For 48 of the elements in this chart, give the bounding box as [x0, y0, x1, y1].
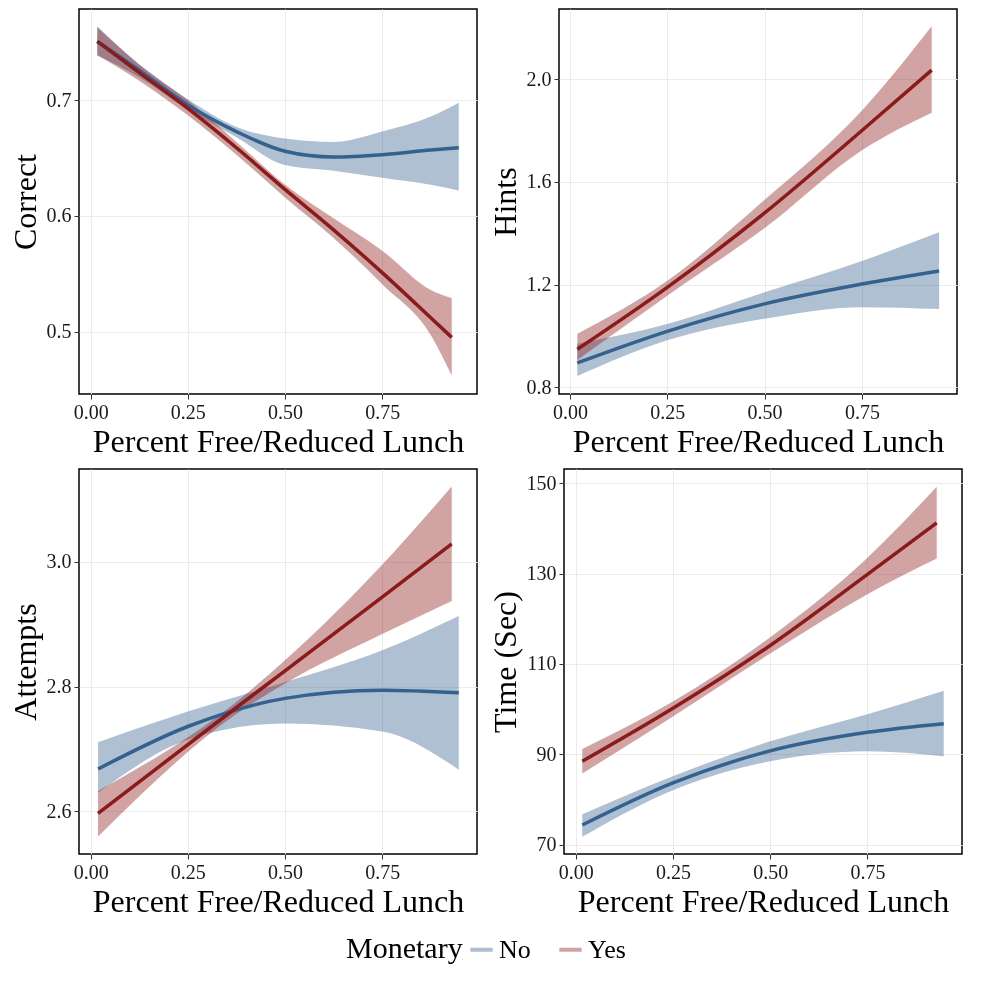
- line-series: [580, 521, 939, 764]
- x-tick-label: 0.75: [850, 860, 886, 883]
- legend-label: Yes: [588, 934, 626, 964]
- y-tick-label: 0.8: [526, 375, 552, 398]
- line-series: [580, 721, 946, 827]
- y-tick-label: 2.0: [526, 67, 552, 90]
- x-tick-label: 0.75: [844, 400, 880, 423]
- x-tick-label: 0.50: [753, 860, 789, 883]
- y-tick-label: 90: [536, 742, 557, 765]
- y-axis-title: Correct: [6, 153, 43, 250]
- y-tick-label: 70: [536, 833, 557, 856]
- x-axis-title: Percent Free/Reduced Lunch: [92, 882, 465, 919]
- x-axis-title: Percent Free/Reduced Lunch: [577, 882, 950, 919]
- x-tick-label: 0.00: [552, 400, 588, 423]
- y-axis-title: Time (Sec): [486, 591, 523, 733]
- x-tick-label: 0.75: [365, 400, 401, 423]
- x-tick-label: 0.25: [170, 400, 206, 423]
- x-tick-label: 0.50: [268, 860, 303, 883]
- y-tick-label: 110: [527, 652, 557, 675]
- y-tick-label: 0.6: [46, 204, 72, 227]
- x-tick-label: 0.00: [73, 400, 109, 423]
- y-tick-label: 3.0: [46, 550, 72, 572]
- y-tick-label: 0.7: [46, 88, 72, 111]
- y-tick-label: 2.8: [46, 675, 72, 697]
- x-tick-label: 0.25: [170, 860, 206, 883]
- line-series: [96, 542, 454, 816]
- line-series: [575, 68, 934, 352]
- y-tick-label: 1.2: [526, 273, 552, 296]
- x-tick-label: 0.00: [73, 860, 109, 883]
- x-tick-label: 0.75: [365, 860, 401, 883]
- y-axis-title: Attempts: [6, 603, 43, 721]
- x-tick-label: 0.50: [268, 400, 303, 423]
- x-tick-label: 0.00: [558, 860, 594, 883]
- x-axis-title: Percent Free/Reduced Lunch: [572, 422, 945, 459]
- y-tick-label: 150: [526, 471, 557, 494]
- x-axis-title: Percent Free/Reduced Lunch: [92, 422, 465, 459]
- line-series: [575, 269, 941, 365]
- y-tick-label: 130: [526, 562, 557, 585]
- legend-title: Monetary: [346, 931, 463, 964]
- legend-label: No: [499, 934, 531, 964]
- y-tick-label: 1.6: [526, 170, 552, 193]
- x-tick-label: 0.25: [655, 860, 691, 883]
- y-tick-label: 2.6: [46, 800, 72, 822]
- y-tick-label: 0.5: [46, 320, 72, 343]
- line-series: [96, 688, 461, 771]
- x-tick-label: 0.25: [650, 400, 686, 423]
- y-axis-title: Hints: [486, 167, 523, 237]
- x-tick-label: 0.50: [747, 400, 783, 423]
